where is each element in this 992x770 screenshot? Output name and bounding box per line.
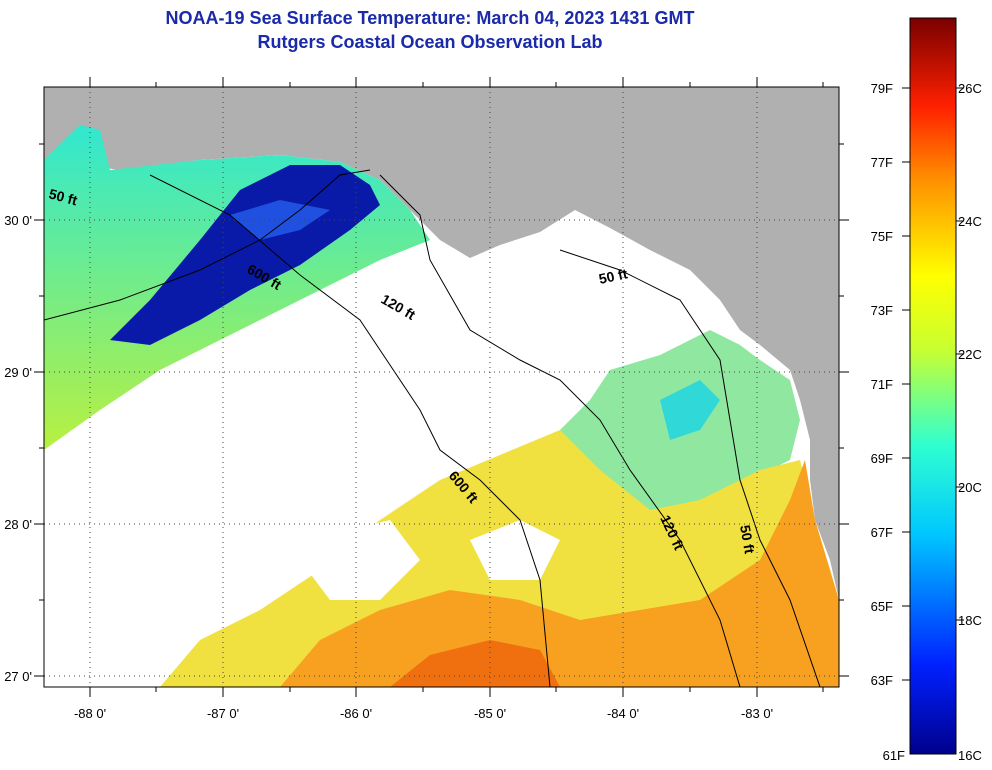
colorbar-ticks: [902, 87, 964, 681]
lat-label: 29 0': [4, 365, 32, 380]
colorbar-f-label: 69F: [871, 451, 893, 466]
colorbar-c-label: 18C: [958, 613, 982, 628]
colorbar-c-label: 26C: [958, 81, 982, 96]
colorbar-f-label: 71F: [871, 377, 893, 392]
south-warmest-region: [280, 460, 839, 687]
colorbar-f-label: 75F: [871, 229, 893, 244]
lat-label: 27 0': [4, 669, 32, 684]
cloud-patch-2: [470, 520, 560, 580]
graticule: [44, 87, 839, 687]
map-subtitle: Rutgers Coastal Ocean Observation Lab: [257, 32, 603, 52]
contour-50ft-west: [44, 169, 371, 321]
contour-50ft-east: [559, 249, 821, 687]
lat-label: 28 0': [4, 517, 32, 532]
colorbar-c-label: 22C: [958, 347, 982, 362]
east-cool-patch: [660, 380, 720, 440]
contour-label: 50 ft: [47, 185, 79, 208]
contour-label: 50 ft: [597, 265, 629, 287]
lon-label: -85 0': [474, 706, 506, 721]
colorbar-f-label: 65F: [871, 599, 893, 614]
colorbar-f-label: 67F: [871, 525, 893, 540]
map-frame: [43, 86, 840, 688]
hot-spot: [390, 640, 560, 687]
colorbar-f-label: 77F: [871, 155, 893, 170]
colorbar-f-label: 73F: [871, 303, 893, 318]
map-title: NOAA-19 Sea Surface Temperature: March 0…: [165, 8, 695, 28]
colorbar-f-label: 63F: [871, 673, 893, 688]
lon-label: -83 0': [741, 706, 773, 721]
cloud-patch-1: [300, 520, 420, 600]
colorbar-f-label: 61F: [883, 748, 905, 763]
contour-label: 50 ft: [737, 524, 758, 555]
colorbar: [909, 17, 957, 755]
frame-ticks: [34, 77, 849, 697]
lat-label: 30 0': [4, 213, 32, 228]
lon-label: -88 0': [74, 706, 106, 721]
colorbar-c-label: 20C: [958, 480, 982, 495]
colorbar-f-label: 79F: [871, 81, 893, 96]
contour-600ft: [149, 174, 551, 687]
lon-label: -86 0': [340, 706, 372, 721]
colorbar-c-label: 24C: [958, 214, 982, 229]
lon-label: -84 0': [607, 706, 639, 721]
lon-label: -87 0': [207, 706, 239, 721]
contour-120ft: [379, 174, 741, 687]
colorbar-c-label: 16C: [958, 748, 982, 763]
